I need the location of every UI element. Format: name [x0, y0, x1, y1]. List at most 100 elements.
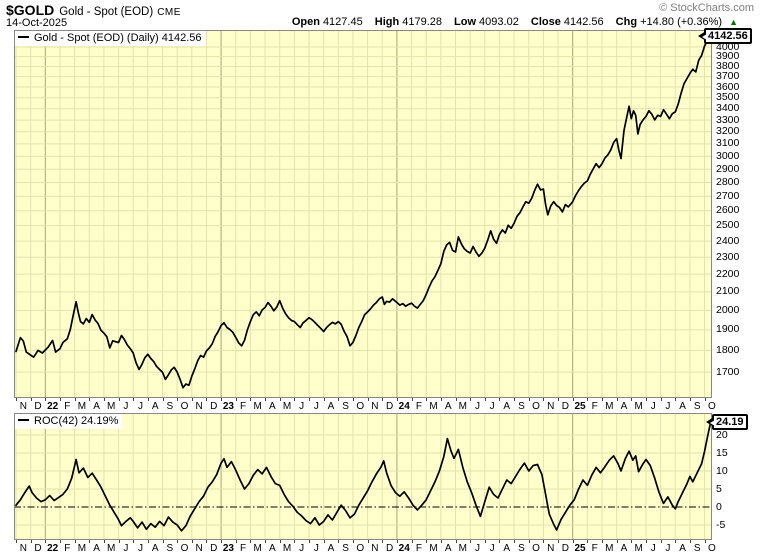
- x-axis-tickmark: [675, 540, 677, 543]
- roc-axis-tick-label: 5: [716, 482, 722, 495]
- x-axis-tickmark: [279, 398, 281, 401]
- roc-indicator-panel: [14, 413, 712, 540]
- price-axis-tick-label: 2200: [716, 267, 740, 280]
- price-axis-tick-label: 3700: [716, 70, 740, 83]
- x-axis-tick-label: A: [269, 543, 276, 554]
- x-axis-tick-label: M: [282, 401, 292, 412]
- x-axis-tickmark: [206, 540, 208, 543]
- x-axis-tick-label: A: [327, 401, 335, 412]
- x-axis-tickmark: [660, 540, 662, 543]
- x-axis-tickmark: [323, 398, 325, 401]
- stockcharts-copyright-link[interactable]: © StockCharts.com: [659, 2, 754, 14]
- x-axis-tick-label: M: [458, 543, 467, 554]
- price-series-line-swatch: [18, 36, 29, 39]
- x-axis-tick-label: M: [605, 543, 614, 554]
- x-axis-tickmark: [59, 398, 61, 401]
- price-axis-tick-label: 1900: [716, 323, 740, 336]
- low-label: Low: [454, 16, 477, 28]
- x-axis-tickmark: [440, 540, 442, 543]
- x-axis-tickmark: [499, 398, 501, 401]
- x-axis-tick-label: O: [532, 401, 540, 412]
- x-axis-tickmark: [616, 398, 618, 401]
- x-axis-tickmark: [352, 540, 354, 543]
- last-roc-callout: 24.19: [706, 414, 748, 430]
- x-axis-tickmark: [455, 398, 457, 401]
- x-axis-tickmark: [440, 398, 442, 401]
- high-value: 4179.28: [402, 16, 442, 28]
- price-axis-tick-label: 2800: [716, 176, 740, 189]
- x-axis-tickmark: [587, 398, 589, 401]
- x-axis-tickmark: [118, 540, 120, 543]
- price-axis-tick-label: 3900: [716, 50, 740, 63]
- x-axis-tickmark: [338, 540, 340, 543]
- x-axis-tick-label: J: [474, 401, 480, 412]
- x-axis-tick-label: A: [503, 401, 511, 412]
- x-axis-tickmark: [103, 540, 105, 543]
- x-axis-tick-label: D: [210, 543, 218, 554]
- x-axis-tickmark: [704, 398, 706, 401]
- price-axis-tick-label: 3100: [716, 137, 740, 150]
- x-axis-tickmark: [265, 398, 267, 401]
- x-axis-tickmark: [162, 540, 164, 543]
- panel-border: [14, 413, 712, 540]
- instrument-name: Gold - Spot (EOD): [59, 6, 154, 18]
- x-axis-tick-label: A: [93, 401, 100, 412]
- x-axis-tick-label: M: [605, 401, 614, 412]
- x-axis-tick-label: N: [371, 543, 379, 554]
- x-axis-tickmark: [514, 540, 516, 543]
- x-axis-tickmark: [484, 540, 486, 543]
- x-axis-tick-label: M: [253, 543, 262, 554]
- x-axis-tickmark: [367, 540, 369, 543]
- x-axis-tick-label: A: [444, 543, 452, 554]
- x-axis-tick-label: A: [269, 401, 276, 412]
- x-axis-tickmark: [45, 398, 47, 401]
- x-axis-tick-label: N: [195, 401, 203, 412]
- x-axis-tickmark: [162, 398, 164, 401]
- x-axis-tick-label: A: [679, 543, 686, 554]
- chart-date: 14-Oct-2025: [6, 17, 68, 29]
- last-price-callout: 4142.56: [698, 28, 752, 44]
- x-axis-tickmark: [470, 540, 472, 543]
- x-axis-tick-label: M: [77, 401, 87, 412]
- x-axis-tick-label: F: [591, 543, 598, 554]
- x-axis-tick-label: J: [474, 543, 480, 554]
- x-axis-tick-label: A: [444, 401, 452, 412]
- x-axis-tick-label: A: [327, 543, 335, 554]
- x-axis-tickmark: [675, 398, 677, 401]
- price-axis-tick-label: 3300: [716, 113, 740, 126]
- price-legend-text: Gold - Spot (EOD) (Daily) 4142.56: [34, 32, 202, 44]
- price-axis-tick-label: 1800: [716, 343, 740, 356]
- ohlc-quote-line: Open 4127.45 High 4179.28 Low 4093.02 Close…: [292, 16, 738, 28]
- price-axis-tick-label: 3000: [716, 149, 740, 162]
- x-axis-tick-label: D: [385, 401, 394, 412]
- x-axis-tickmark: [572, 398, 574, 401]
- x-axis-tick-label: N: [195, 543, 203, 554]
- x-axis-tick-label: D: [385, 543, 394, 554]
- x-axis-tickmark: [660, 398, 662, 401]
- x-axis-tickmark: [323, 540, 325, 543]
- x-axis-tick-label: N: [547, 401, 555, 412]
- x-axis-tickmark: [294, 540, 296, 543]
- price-axis-tick-label: 2700: [716, 189, 740, 202]
- x-axis-tick-label: D: [210, 401, 218, 412]
- price-chart-panel: [14, 30, 712, 398]
- x-axis-tick-label: M: [107, 401, 116, 412]
- x-axis-tick-label: J: [489, 543, 495, 554]
- roc-axis-tick-label: 20: [716, 428, 728, 441]
- roc-legend-text: ROC(42) 24.19%: [34, 415, 119, 427]
- x-axis-tickmark: [352, 398, 354, 401]
- x-axis-tickmark: [177, 398, 179, 401]
- close-value: 4142.56: [563, 16, 604, 28]
- x-axis-tickmark: [265, 540, 267, 543]
- x-axis-tickmark: [528, 398, 530, 401]
- x-axis-tick-label: F: [591, 401, 598, 412]
- x-axis-tick-label: 24: [398, 543, 410, 554]
- x-axis-tickmark: [89, 398, 91, 401]
- x-axis-tick-label: J: [313, 401, 319, 412]
- open-label: Open: [291, 16, 320, 28]
- x-axis-tickmark: [470, 398, 472, 401]
- x-axis-tick-label: J: [299, 401, 305, 412]
- x-axis-tickmark: [689, 398, 691, 401]
- x-axis-tickmark: [235, 398, 237, 401]
- x-axis-tick-label: D: [34, 543, 42, 554]
